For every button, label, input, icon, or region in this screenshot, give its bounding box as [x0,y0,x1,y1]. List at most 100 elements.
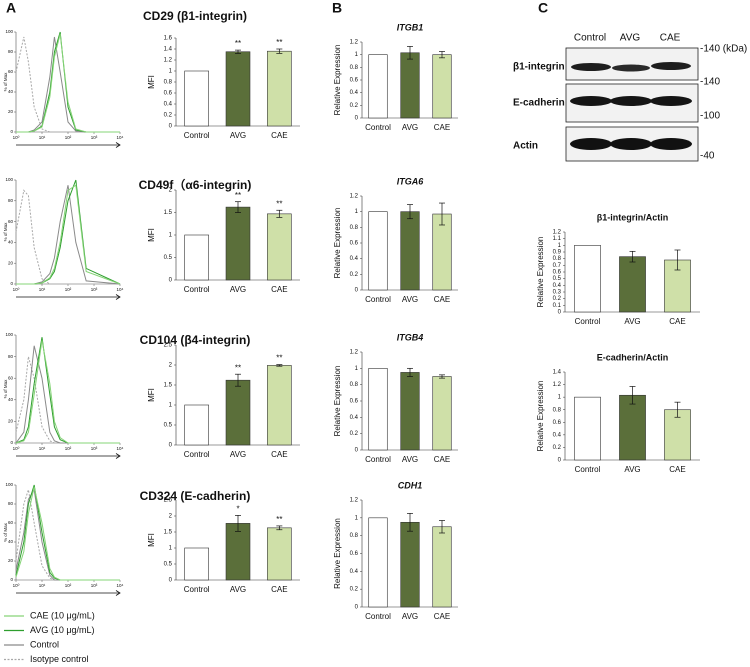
y-tick-label: 0 [558,458,562,464]
blot-band [610,138,652,150]
x-tick-label: Control [365,455,391,464]
histogram-curve [15,486,120,581]
y-tick-label: 0 [169,578,173,584]
error-bar [235,373,241,387]
y-tick-label: 0 [10,129,13,134]
x-tick-label: AVG [230,285,246,294]
chart-title: CD49f（α6-integrin) [139,177,252,192]
chart-title: β1-integrin/Actin [597,212,669,222]
histogram-curve [15,36,120,133]
bar [400,211,420,291]
y-tick-label: 0.4 [350,569,359,575]
y-tick-label: 1.2 [350,194,359,200]
x-tick-label: AVG [230,585,246,594]
error-bar [407,513,413,532]
y-tick-label: 0.8 [553,256,562,262]
y-tick-label: 0.5 [164,562,173,568]
bar [574,396,601,461]
y-axis-label: % of Max [3,522,8,542]
y-tick-label: 60 [8,375,14,380]
y-axis-label: Relative Expression [333,45,342,116]
y-tick-label: 0 [355,288,359,294]
error-bar [276,525,283,531]
histogram-curve [15,340,120,444]
x-tick-label: 10² [65,583,72,588]
error-bar [674,249,681,271]
x-tick-label: 10³ [91,287,98,292]
chart-title: ITGA6 [397,176,424,186]
y-tick-label: 80 [8,49,14,54]
bar [400,52,420,119]
y-tick-label: 1.5 [164,383,173,389]
y-tick-label: 2.5 [164,343,173,349]
x-tick-label: AVG [230,131,246,140]
x-tick-label: AVG [402,123,418,132]
y-axis-label: Relative Expression [536,237,545,308]
y-tick-label: 40 [8,539,14,544]
bar [368,54,388,119]
y-tick-label: 0.8 [350,533,359,539]
significance-label: ** [235,39,241,48]
bar [267,213,292,281]
y-tick-label: 0.4 [164,102,173,108]
histogram-curve [15,489,120,581]
x-tick-label: CAE [669,465,685,474]
x-tick-label: Control [184,585,210,594]
significance-label: ** [235,191,241,200]
panel-label: C [538,0,548,16]
y-tick-label: 0.8 [553,407,562,413]
lane-label: Control [574,33,606,44]
x-tick-label: CAE [434,455,450,464]
blot-band [650,138,692,150]
y-tick-label: 0.5 [164,255,173,261]
x-tick-label: Control [184,131,210,140]
significance-label: ** [276,354,282,363]
y-tick-label: 0 [355,605,359,611]
bar [184,404,209,446]
y-tick-label: 0.2 [553,296,562,302]
blot-band [650,96,692,106]
axis-arrowhead [115,142,121,148]
y-tick-label: 0.6 [350,551,359,557]
y-tick-label: 1 [558,395,562,401]
y-tick-label: 0.4 [350,415,359,421]
y-axis-label: % of Max [3,222,8,242]
blot-row-label: β1-integrin [513,62,565,73]
y-tick-label: 0 [169,124,173,130]
bar [619,394,646,461]
histogram-curve [15,337,120,444]
x-tick-label: 10³ [91,135,98,140]
y-tick-label: 0.4 [553,283,562,289]
x-tick-label: 10⁰ [13,287,20,292]
bar [184,234,209,281]
x-tick-label: CAE [271,585,287,594]
blot-band [570,138,612,150]
y-tick-label: 1.1 [553,236,562,242]
lane-label: AVG [620,33,641,44]
y-tick-label: 1 [355,52,359,58]
bar [400,521,420,608]
y-tick-label: 0.5 [553,276,562,282]
x-tick-label: Control [575,317,601,326]
y-axis-label: Relative Expression [333,208,342,279]
bar [432,54,452,119]
x-tick-label: 10² [65,287,72,292]
y-tick-label: 1 [169,69,173,75]
error-bar [629,250,636,263]
y-tick-label: 2 [169,363,173,369]
y-tick-label: 20 [8,109,14,114]
error-bar [439,51,445,59]
y-tick-label: 1.2 [553,382,562,388]
y-tick-label: 0 [169,443,173,449]
y-axis-label: Relative Expression [536,381,545,452]
y-tick-label: 100 [5,482,13,487]
x-tick-label: AVG [402,612,418,621]
axis-arrowhead [115,294,121,300]
x-tick-label: Control [365,295,391,304]
y-axis-label: Relative Expression [333,366,342,437]
bar [368,368,388,451]
error-bar [439,374,445,379]
bar [184,70,209,127]
x-tick-label: AVG [624,317,640,326]
y-tick-label: 0.9 [553,250,562,256]
